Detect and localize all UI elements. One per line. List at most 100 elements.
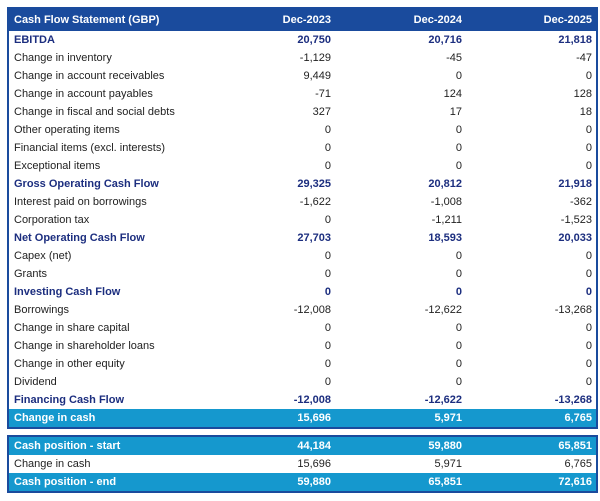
cash-position-table-body: Cash position - start 44,184 59,880 65,851 C… bbox=[8, 436, 597, 492]
row-value: -13,268 bbox=[554, 304, 592, 316]
row-value: 0 bbox=[585, 70, 592, 82]
row-value: 65,851 bbox=[466, 436, 597, 455]
row-value: 0 bbox=[455, 160, 462, 172]
row-value: 0 bbox=[585, 376, 592, 388]
cash-flow-table: Cash Flow Statement (GBP) Dec-2023 Dec-2… bbox=[7, 7, 598, 429]
table-row: Interest paid on borrowings -1,622 -1,008 -… bbox=[8, 193, 597, 211]
row-label: Gross Operating Cash Flow bbox=[14, 178, 159, 190]
row-value: -362 bbox=[569, 196, 592, 208]
row-value: 0 bbox=[324, 322, 331, 334]
row-value: 0 bbox=[455, 250, 462, 262]
row-label: Borrowings bbox=[14, 304, 70, 316]
table-row: Change in share capital 0 0 0 bbox=[8, 319, 597, 337]
row-value: 0 bbox=[585, 142, 592, 154]
row-value: 0 bbox=[324, 142, 331, 154]
row-value: 327 bbox=[312, 106, 331, 118]
row-value: -12,622 bbox=[424, 394, 462, 406]
row-label: Dividend bbox=[14, 376, 57, 388]
row-label: Exceptional items bbox=[14, 160, 101, 172]
row-value: 0 bbox=[455, 70, 462, 82]
row-value: 128 bbox=[573, 88, 592, 100]
row-label: Change in fiscal and social debts bbox=[14, 106, 175, 118]
table-row: Investing Cash Flow 0 0 0 bbox=[8, 283, 597, 301]
table-row: Cash position - start 44,184 59,880 65,851 bbox=[8, 436, 597, 455]
table-row: Corporation tax 0 -1,211 -1,523 bbox=[8, 211, 597, 229]
table-row: Cash position - end 59,880 65,851 72,616 bbox=[8, 473, 597, 492]
row-value: 0 bbox=[585, 124, 592, 136]
row-label: Change in account payables bbox=[14, 88, 153, 100]
row-label: Change in cash bbox=[14, 458, 91, 470]
table-row: Change in cash 15,696 5,971 6,765 bbox=[8, 409, 597, 428]
row-value: 17 bbox=[449, 106, 462, 118]
row-value: 0 bbox=[455, 358, 462, 370]
row-value: -1,129 bbox=[299, 52, 331, 64]
cash-position-table: Cash position - start 44,184 59,880 65,851 C… bbox=[7, 435, 598, 493]
row-value: 5,971 bbox=[434, 458, 462, 470]
row-value: 0 bbox=[585, 286, 592, 298]
row-value: 0 bbox=[585, 340, 592, 352]
row-value: 0 bbox=[455, 124, 462, 136]
row-value: 0 bbox=[324, 160, 331, 172]
row-value: 9,449 bbox=[303, 70, 331, 82]
row-value: 0 bbox=[585, 322, 592, 334]
row-value: 21,918 bbox=[558, 178, 592, 190]
table-row: Exceptional items 0 0 0 bbox=[8, 157, 597, 175]
table-row: Other operating items 0 0 0 bbox=[8, 121, 597, 139]
row-value: 18,593 bbox=[428, 232, 462, 244]
row-value: 27,703 bbox=[297, 232, 331, 244]
table-row: Change in cash 15,696 5,971 6,765 bbox=[8, 455, 597, 473]
row-label: Change in shareholder loans bbox=[14, 340, 155, 352]
row-value: -12,008 bbox=[293, 304, 331, 316]
table-row: Financial items (excl. interests) 0 0 0 bbox=[8, 139, 597, 157]
row-value: 0 bbox=[455, 142, 462, 154]
row-value: 29,325 bbox=[297, 178, 331, 190]
row-value: 5,971 bbox=[335, 409, 466, 428]
row-value: -47 bbox=[576, 52, 592, 64]
row-value: -71 bbox=[315, 88, 331, 100]
row-value: 59,880 bbox=[335, 436, 466, 455]
row-value: 0 bbox=[455, 322, 462, 334]
row-label: Grants bbox=[14, 268, 48, 280]
table-row: Dividend 0 0 0 bbox=[8, 373, 597, 391]
row-value: 15,696 bbox=[297, 458, 331, 470]
table-row: Change in fiscal and social debts 327 17 18 bbox=[8, 103, 597, 121]
row-value: 72,616 bbox=[466, 473, 597, 492]
row-value: -1,211 bbox=[431, 214, 462, 226]
row-value: 20,812 bbox=[428, 178, 462, 190]
row-value: 0 bbox=[324, 214, 331, 226]
cash-flow-statement-page: Cash Flow Statement (GBP) Dec-2023 Dec-2… bbox=[7, 7, 598, 493]
table-row: EBITDA 20,750 20,716 21,818 bbox=[8, 31, 597, 49]
row-value: 0 bbox=[585, 160, 592, 172]
row-value: 0 bbox=[585, 358, 592, 370]
row-label: Change in cash bbox=[8, 409, 204, 428]
row-value: 20,750 bbox=[297, 34, 331, 46]
row-value: 18 bbox=[579, 106, 592, 118]
row-label: Net Operating Cash Flow bbox=[14, 232, 145, 244]
row-value: -12,622 bbox=[424, 304, 462, 316]
row-value: 20,716 bbox=[428, 34, 462, 46]
row-label: Other operating items bbox=[14, 124, 120, 136]
row-label: Corporation tax bbox=[14, 214, 90, 226]
row-label: Investing Cash Flow bbox=[14, 286, 121, 298]
row-label: Cash position - start bbox=[8, 436, 204, 455]
table-row: Borrowings -12,008 -12,622 -13,268 bbox=[8, 301, 597, 319]
column-header-dec-2025: Dec-2025 bbox=[466, 8, 597, 31]
row-label: Cash position - end bbox=[8, 473, 204, 492]
row-value: 21,818 bbox=[558, 34, 592, 46]
table-row: Change in shareholder loans 0 0 0 bbox=[8, 337, 597, 355]
row-value: -45 bbox=[446, 52, 462, 64]
table-row: Financing Cash Flow -12,008 -12,622 -13,268 bbox=[8, 391, 597, 409]
row-value: 0 bbox=[324, 286, 331, 298]
row-label: Change in other equity bbox=[14, 358, 125, 370]
row-value: 20,033 bbox=[558, 232, 592, 244]
row-value: 0 bbox=[324, 376, 331, 388]
row-value: 0 bbox=[324, 340, 331, 352]
table-row: Gross Operating Cash Flow 29,325 20,812 21,… bbox=[8, 175, 597, 193]
row-value: 0 bbox=[324, 124, 331, 136]
table-row: Grants 0 0 0 bbox=[8, 265, 597, 283]
table-title: Cash Flow Statement (GBP) bbox=[8, 8, 204, 31]
row-label: Capex (net) bbox=[14, 250, 72, 262]
row-value: -13,268 bbox=[554, 394, 592, 406]
row-value: 0 bbox=[455, 268, 462, 280]
table-row: Capex (net) 0 0 0 bbox=[8, 247, 597, 265]
